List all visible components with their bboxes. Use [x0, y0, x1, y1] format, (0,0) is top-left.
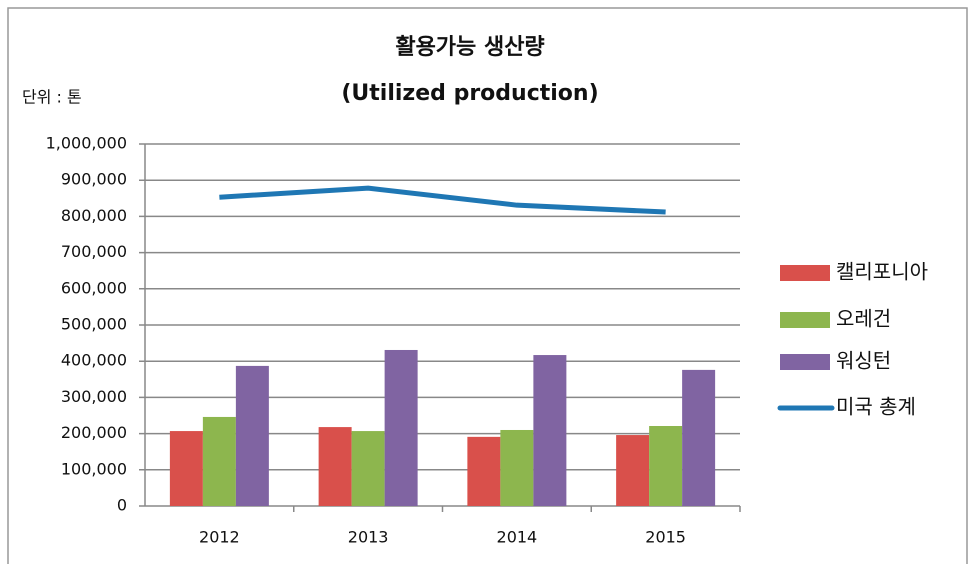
bar: [533, 355, 567, 506]
y-tick-label: 100,000: [61, 459, 127, 478]
y-tick-label: 800,000: [61, 206, 127, 225]
bar: [384, 349, 418, 506]
legend-label: 오레건: [836, 307, 891, 331]
bar: [649, 425, 683, 506]
chart-title: 활용가능 생산량: [395, 35, 544, 60]
bar: [500, 429, 534, 506]
legend-label: 캘리포니아: [836, 260, 928, 284]
bar: [467, 436, 501, 506]
x-tick-label: 2013: [348, 528, 389, 547]
x-tick-label: 2014: [497, 528, 538, 547]
line-series: [219, 185, 666, 215]
bar: [616, 435, 650, 506]
chart-subtitle: (Utilized production): [341, 81, 598, 106]
bar: [318, 427, 352, 506]
legend-label: 워싱턴: [836, 349, 891, 373]
x-tick-label: 2012: [199, 528, 240, 547]
bar: [202, 416, 236, 506]
bar: [169, 431, 203, 506]
legend-swatch: [780, 265, 830, 281]
bar: [351, 431, 385, 506]
legend-swatch: [780, 354, 830, 370]
y-tick-label: 700,000: [61, 242, 127, 261]
unit-label: 단위 : 톤: [22, 88, 82, 107]
y-tick-label: 1,000,000: [46, 134, 127, 153]
x-tick-label: 2015: [645, 528, 686, 547]
legend-label: 미국 총계: [836, 395, 916, 419]
bar: [235, 365, 269, 506]
bar: [682, 369, 716, 506]
y-tick-label: 0: [117, 496, 127, 515]
y-tick-label: 200,000: [61, 423, 127, 442]
y-tick-label: 500,000: [61, 315, 127, 334]
y-tick-label: 300,000: [61, 387, 127, 406]
y-tick-label: 900,000: [61, 170, 127, 189]
y-tick-label: 600,000: [61, 278, 127, 297]
y-tick-label: 400,000: [61, 351, 127, 370]
legend-swatch: [780, 312, 830, 328]
